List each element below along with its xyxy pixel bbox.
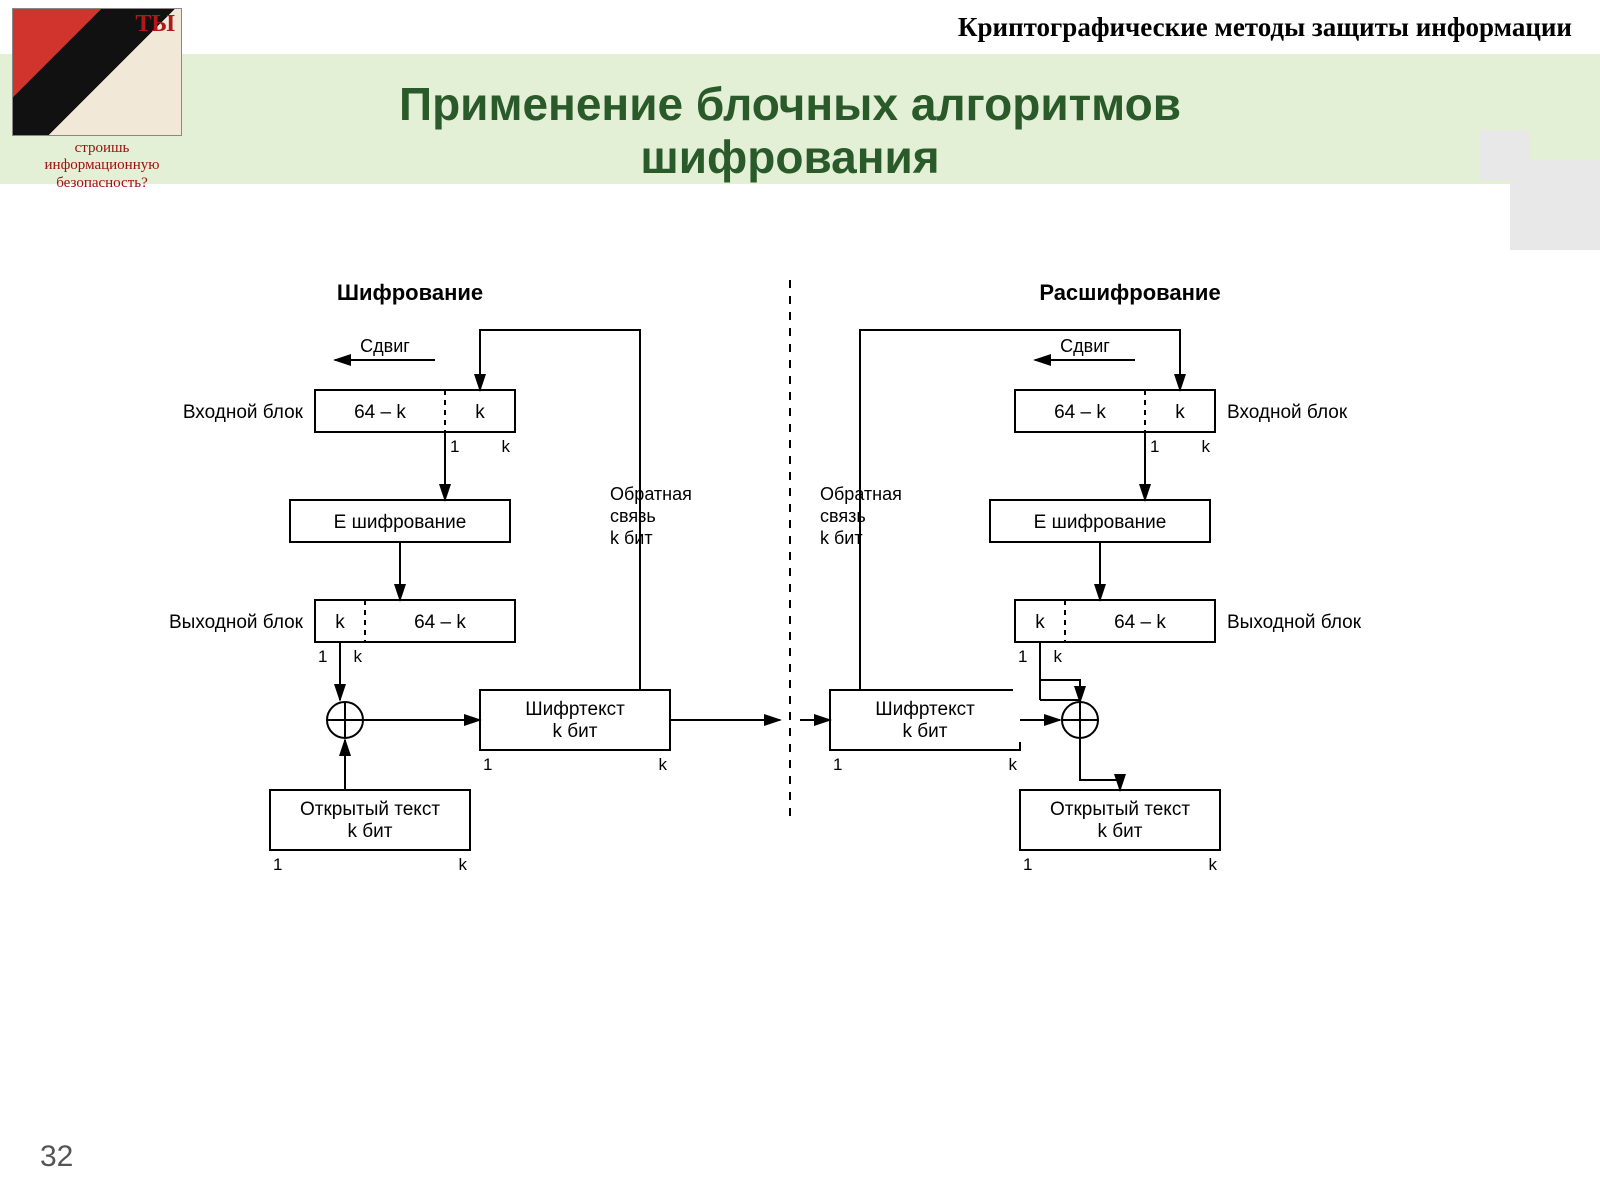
deco-square-2 <box>1480 130 1530 180</box>
svg-text:k бит: k бит <box>553 721 598 742</box>
svg-text:связь: связь <box>820 506 866 526</box>
svg-text:Входной блок: Входной блок <box>1227 402 1348 423</box>
svg-text:Расшифрование: Расшифрование <box>1039 280 1220 305</box>
svg-text:Обратная: Обратная <box>820 484 902 504</box>
svg-text:Шифртекст: Шифртекст <box>875 699 975 720</box>
svg-text:k: k <box>1202 437 1211 456</box>
svg-text:1: 1 <box>1018 647 1027 666</box>
svg-text:Входной блок: Входной блок <box>183 402 304 423</box>
logo-poster-image: ТЫ <box>12 8 182 136</box>
svg-text:Сдвиг: Сдвиг <box>1060 336 1110 356</box>
svg-text:Выходной блок: Выходной блок <box>169 612 304 633</box>
svg-text:k: k <box>459 855 468 874</box>
svg-text:1: 1 <box>450 437 459 456</box>
logo-caption: строишь информационную безопасность? <box>12 140 192 192</box>
svg-text:k: k <box>475 402 485 423</box>
svg-text:k: k <box>502 437 511 456</box>
svg-text:Шифртекст: Шифртекст <box>525 699 625 720</box>
svg-text:Шифрование: Шифрование <box>337 280 483 305</box>
svg-text:k: k <box>1209 855 1218 874</box>
svg-text:k: k <box>354 647 363 666</box>
svg-text:1: 1 <box>273 855 282 874</box>
svg-text:Обратная: Обратная <box>610 484 692 504</box>
svg-text:k бит: k бит <box>610 528 653 548</box>
logo: ТЫ строишь информационную безопасность? <box>12 8 192 192</box>
logo-caption-l2: информационную <box>45 157 160 173</box>
slide: ТЫ строишь информационную безопасность? … <box>0 0 1600 1200</box>
svg-text:k бит: k бит <box>903 721 948 742</box>
svg-text:Е шифрование: Е шифрование <box>1034 512 1167 533</box>
svg-text:Сдвиг: Сдвиг <box>360 336 410 356</box>
logo-caption-l1: строишь <box>75 140 130 156</box>
slide-title: Применение блочных алгоритмов шифрования <box>200 78 1380 184</box>
svg-text:64 – k: 64 – k <box>1114 612 1166 633</box>
svg-text:64 – k: 64 – k <box>1054 402 1106 423</box>
svg-text:k: k <box>335 612 345 633</box>
svg-text:связь: связь <box>610 506 656 526</box>
svg-text:k: k <box>1054 647 1063 666</box>
svg-text:k бит: k бит <box>820 528 863 548</box>
svg-text:1: 1 <box>483 755 492 774</box>
svg-text:k: k <box>1009 755 1018 774</box>
svg-text:Открытый текст: Открытый текст <box>300 799 440 820</box>
diagram: ШифрованиеСдвиг64 – kkВходной блок1kЕ ши… <box>110 270 1490 990</box>
logo-ty-text: ТЫ <box>135 11 175 38</box>
svg-text:k бит: k бит <box>348 821 393 842</box>
svg-text:Е шифрование: Е шифрование <box>334 512 467 533</box>
slide-title-line2: шифрования <box>640 131 939 183</box>
svg-text:k: k <box>659 755 668 774</box>
page-number: 32 <box>40 1140 73 1174</box>
logo-caption-l3: безопасность? <box>56 175 148 191</box>
svg-text:1: 1 <box>1150 437 1159 456</box>
slide-title-line1: Применение блочных алгоритмов <box>399 78 1181 130</box>
svg-text:k бит: k бит <box>1098 821 1143 842</box>
svg-text:1: 1 <box>318 647 327 666</box>
svg-text:k: k <box>1175 402 1185 423</box>
svg-text:64 – k: 64 – k <box>414 612 466 633</box>
svg-text:64 – k: 64 – k <box>354 402 406 423</box>
svg-text:1: 1 <box>833 755 842 774</box>
document-title: Криптографические методы защиты информац… <box>958 12 1572 43</box>
svg-text:Открытый текст: Открытый текст <box>1050 799 1190 820</box>
svg-text:1: 1 <box>1023 855 1032 874</box>
svg-text:Выходной блок: Выходной блок <box>1227 612 1362 633</box>
diagram-svg: ШифрованиеСдвиг64 – kkВходной блок1kЕ ши… <box>110 270 1490 990</box>
svg-text:k: k <box>1035 612 1045 633</box>
